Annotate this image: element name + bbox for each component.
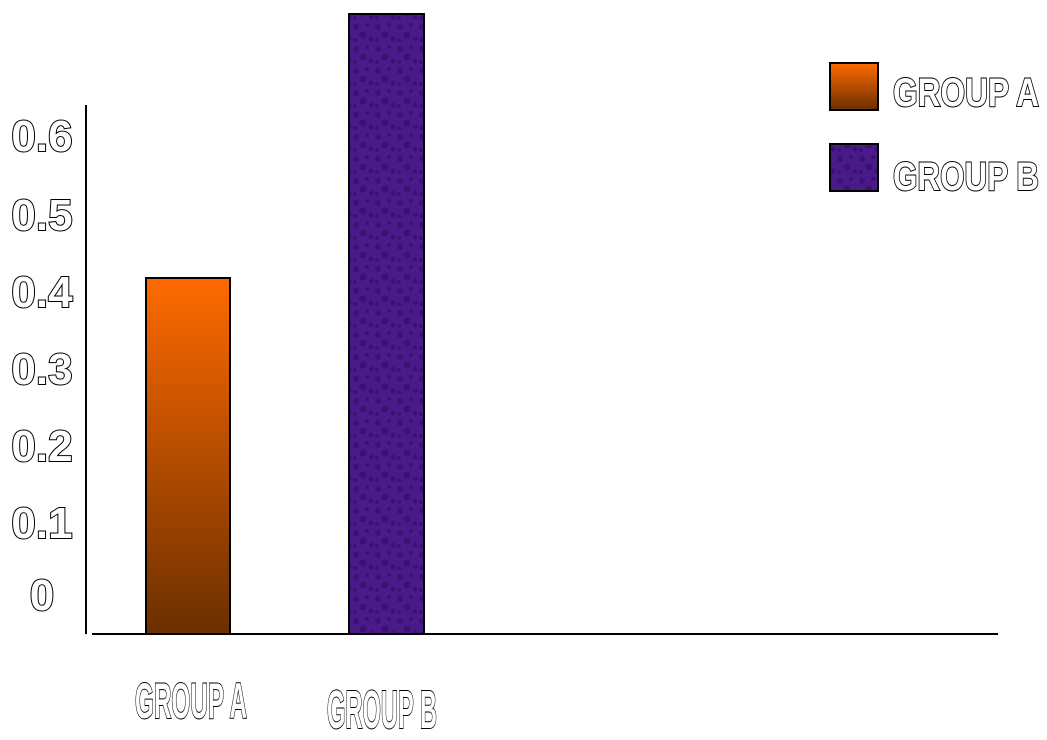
y-tick-label: 0	[30, 571, 54, 620]
legend-swatch-group-a	[829, 62, 879, 111]
legend-swatch-group-b	[829, 143, 879, 192]
bars	[145, 13, 425, 635]
y-tick-label: 0.4	[11, 268, 73, 317]
x-tick-labels: GROUP A GROUP B	[134, 672, 438, 740]
x-tick-label: GROUP A	[135, 673, 247, 729]
y-tick-label: 0.5	[11, 191, 72, 240]
bar-group-a	[145, 277, 231, 635]
axes	[85, 105, 998, 635]
y-tick-label: 0.1	[11, 499, 72, 548]
y-tick-label: 0.6	[11, 112, 72, 161]
legend-label-group-b: GROUP B	[893, 155, 1039, 199]
y-tick-label: 0.2	[11, 422, 72, 471]
y-tick-label: 0.3	[11, 345, 72, 394]
x-tick-label: GROUP B	[327, 680, 437, 740]
bar-group-b	[348, 13, 425, 635]
legend: GROUP A GROUP B	[829, 62, 1040, 200]
y-tick-labels: 0 0.1 0.2 0.3 0.4 0.5 0.6	[10, 111, 74, 621]
legend-label-group-a: GROUP A	[893, 71, 1039, 115]
